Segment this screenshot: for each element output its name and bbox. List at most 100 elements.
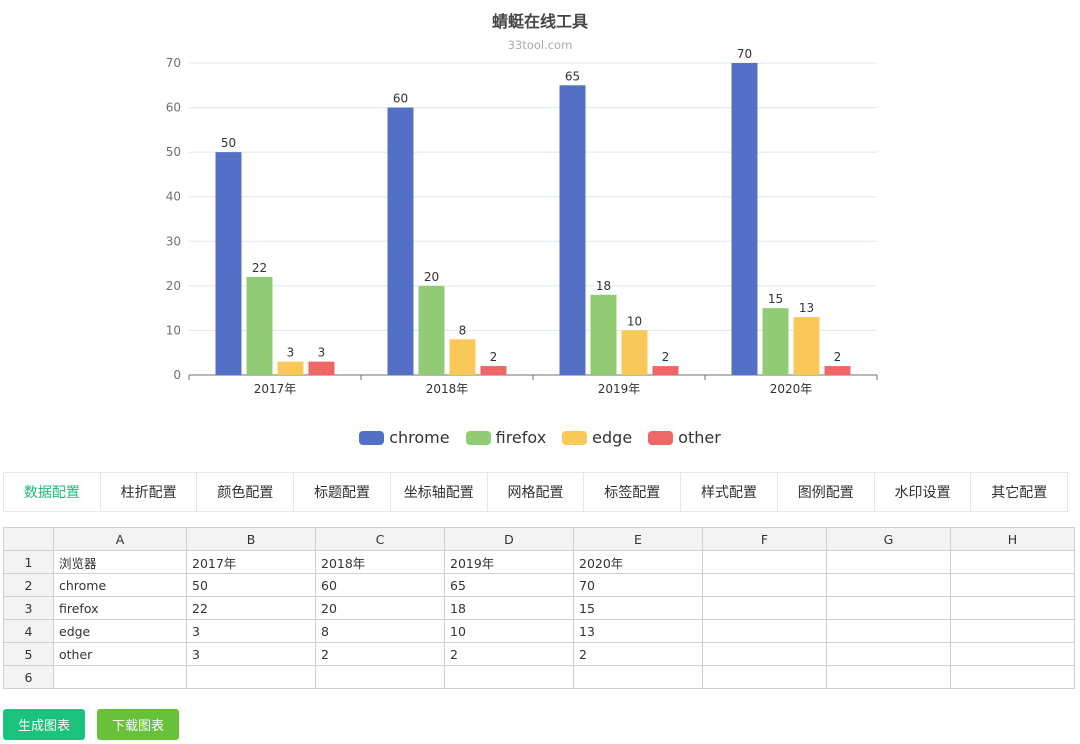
row-header[interactable]: 6 [3,665,54,689]
grid-cell[interactable] [702,665,827,689]
legend-item-firefox[interactable]: firefox [465,428,546,447]
legend-item-other[interactable]: other [648,428,721,447]
grid-cell[interactable]: 22 [186,596,316,620]
grid-cell[interactable]: 2018年 [315,550,445,574]
grid-cell[interactable]: 2 [573,642,703,666]
data-label: 60 [393,92,408,106]
tab-7[interactable]: 样式配置 [681,473,778,511]
grid-cell[interactable] [53,665,187,689]
row-header[interactable]: 1 [3,550,54,574]
legend-item-chrome[interactable]: chrome [359,428,450,447]
grid-cell[interactable]: 15 [573,596,703,620]
grid-cell[interactable]: 18 [444,596,574,620]
column-header[interactable]: E [573,527,703,551]
tab-4[interactable]: 坐标轴配置 [391,473,488,511]
grid-cell[interactable] [702,573,827,597]
grid-corner[interactable] [3,527,54,551]
grid-cell[interactable] [702,550,827,574]
grid-cell[interactable]: 50 [186,573,316,597]
tab-10[interactable]: 其它配置 [991,485,1048,501]
grid-cell[interactable] [826,596,951,620]
grid-cell[interactable] [702,642,827,666]
row-header[interactable]: 5 [3,642,54,666]
bar-chart: 蜻蜓在线工具33tool.com0102030405060702017年5022… [166,12,878,396]
tab-1[interactable]: 柱折配置 [101,473,198,511]
grid-cell[interactable]: other [53,642,187,666]
tab-3[interactable]: 标题配置 [294,473,391,511]
grid-cell[interactable] [186,665,316,689]
tab-5[interactable]: 网格配置 [488,473,585,511]
tab-0[interactable]: 数据配置 [4,473,101,511]
column-header[interactable]: B [186,527,316,551]
bar-edge [621,330,648,375]
column-header[interactable]: D [444,527,574,551]
grid-cell[interactable] [826,642,951,666]
grid-cell[interactable]: 65 [444,573,574,597]
legend-swatch [359,430,385,445]
grid-cell[interactable] [950,665,1075,689]
bar-edge [277,361,304,375]
row-header[interactable]: 2 [3,573,54,597]
grid-cell[interactable]: 10 [444,619,574,643]
grid-cell[interactable] [826,665,951,689]
column-header[interactable]: H [950,527,1075,551]
grid-cell[interactable] [950,619,1075,643]
tab-6[interactable]: 标签配置 [584,473,682,511]
grid-cell[interactable] [826,573,951,597]
grid-cell[interactable] [702,619,827,643]
grid-cell[interactable]: 浏览器 [53,550,187,574]
bar-chrome [215,152,242,375]
download-chart-button[interactable]: 下载图表 [97,709,180,740]
grid-cell[interactable]: 20 [315,596,445,620]
grid-cell[interactable] [573,665,703,689]
grid-cell[interactable]: firefox [53,596,187,620]
row-header[interactable]: 4 [3,619,54,643]
grid-cell[interactable]: 8 [315,619,445,643]
table-row: 3 firefox 22 20 18 15 [3,596,1075,620]
column-header[interactable]: G [826,527,951,551]
grid-cell[interactable]: 2017年 [186,550,316,574]
grid-cell[interactable]: edge [53,619,187,643]
grid-cell[interactable]: 2019年 [444,550,574,574]
generate-chart-button[interactable]: 生成图表 [3,709,86,740]
tab-2[interactable]: 颜色配置 [197,473,295,511]
row-header[interactable]: 3 [3,596,54,620]
action-buttons: 生成图表 下载图表 [3,709,180,740]
bar-chrome [559,85,586,376]
grid-cell[interactable]: 3 [186,642,316,666]
grid-cell[interactable]: 70 [573,573,703,597]
tab-9[interactable]: 水印设置 [875,473,972,511]
column-header[interactable]: A [53,527,187,551]
x-tick-label: 2020年 [770,382,813,396]
x-tick-label: 2018年 [426,382,469,396]
column-header[interactable]: C [315,527,445,551]
bar-chrome [387,107,414,376]
grid-cell[interactable]: 3 [186,619,316,643]
grid-cell[interactable] [950,550,1075,574]
data-label: 13 [799,301,814,315]
grid-cell[interactable] [444,665,574,689]
grid-cell[interactable]: 13 [573,619,703,643]
grid-cell[interactable] [826,550,951,574]
grid-cell[interactable] [315,665,445,689]
grid-cell[interactable]: 2 [444,642,574,666]
grid-cell[interactable] [950,596,1075,620]
chart-legend: chrome firefox edge other [0,428,1080,447]
tab-8[interactable]: 图例配置 [778,473,875,511]
table-row: 1 浏览器 2017年 2018年 2019年 2020年 [3,550,1075,574]
grid-cell[interactable] [950,573,1075,597]
column-header[interactable]: F [702,527,827,551]
grid-cell[interactable] [826,619,951,643]
grid-cell[interactable]: chrome [53,573,187,597]
legend-item-edge[interactable]: edge [562,428,632,447]
data-label: 50 [221,136,236,150]
grid-cell[interactable] [702,596,827,620]
grid-cell[interactable]: 60 [315,573,445,597]
bar-other [824,366,851,375]
y-tick-label: 70 [166,56,181,70]
bar-firefox [418,285,445,375]
grid-cell[interactable] [950,642,1075,666]
grid-cell[interactable]: 2 [315,642,445,666]
grid-cell[interactable]: 2020年 [573,550,703,574]
legend-swatch [562,430,588,445]
